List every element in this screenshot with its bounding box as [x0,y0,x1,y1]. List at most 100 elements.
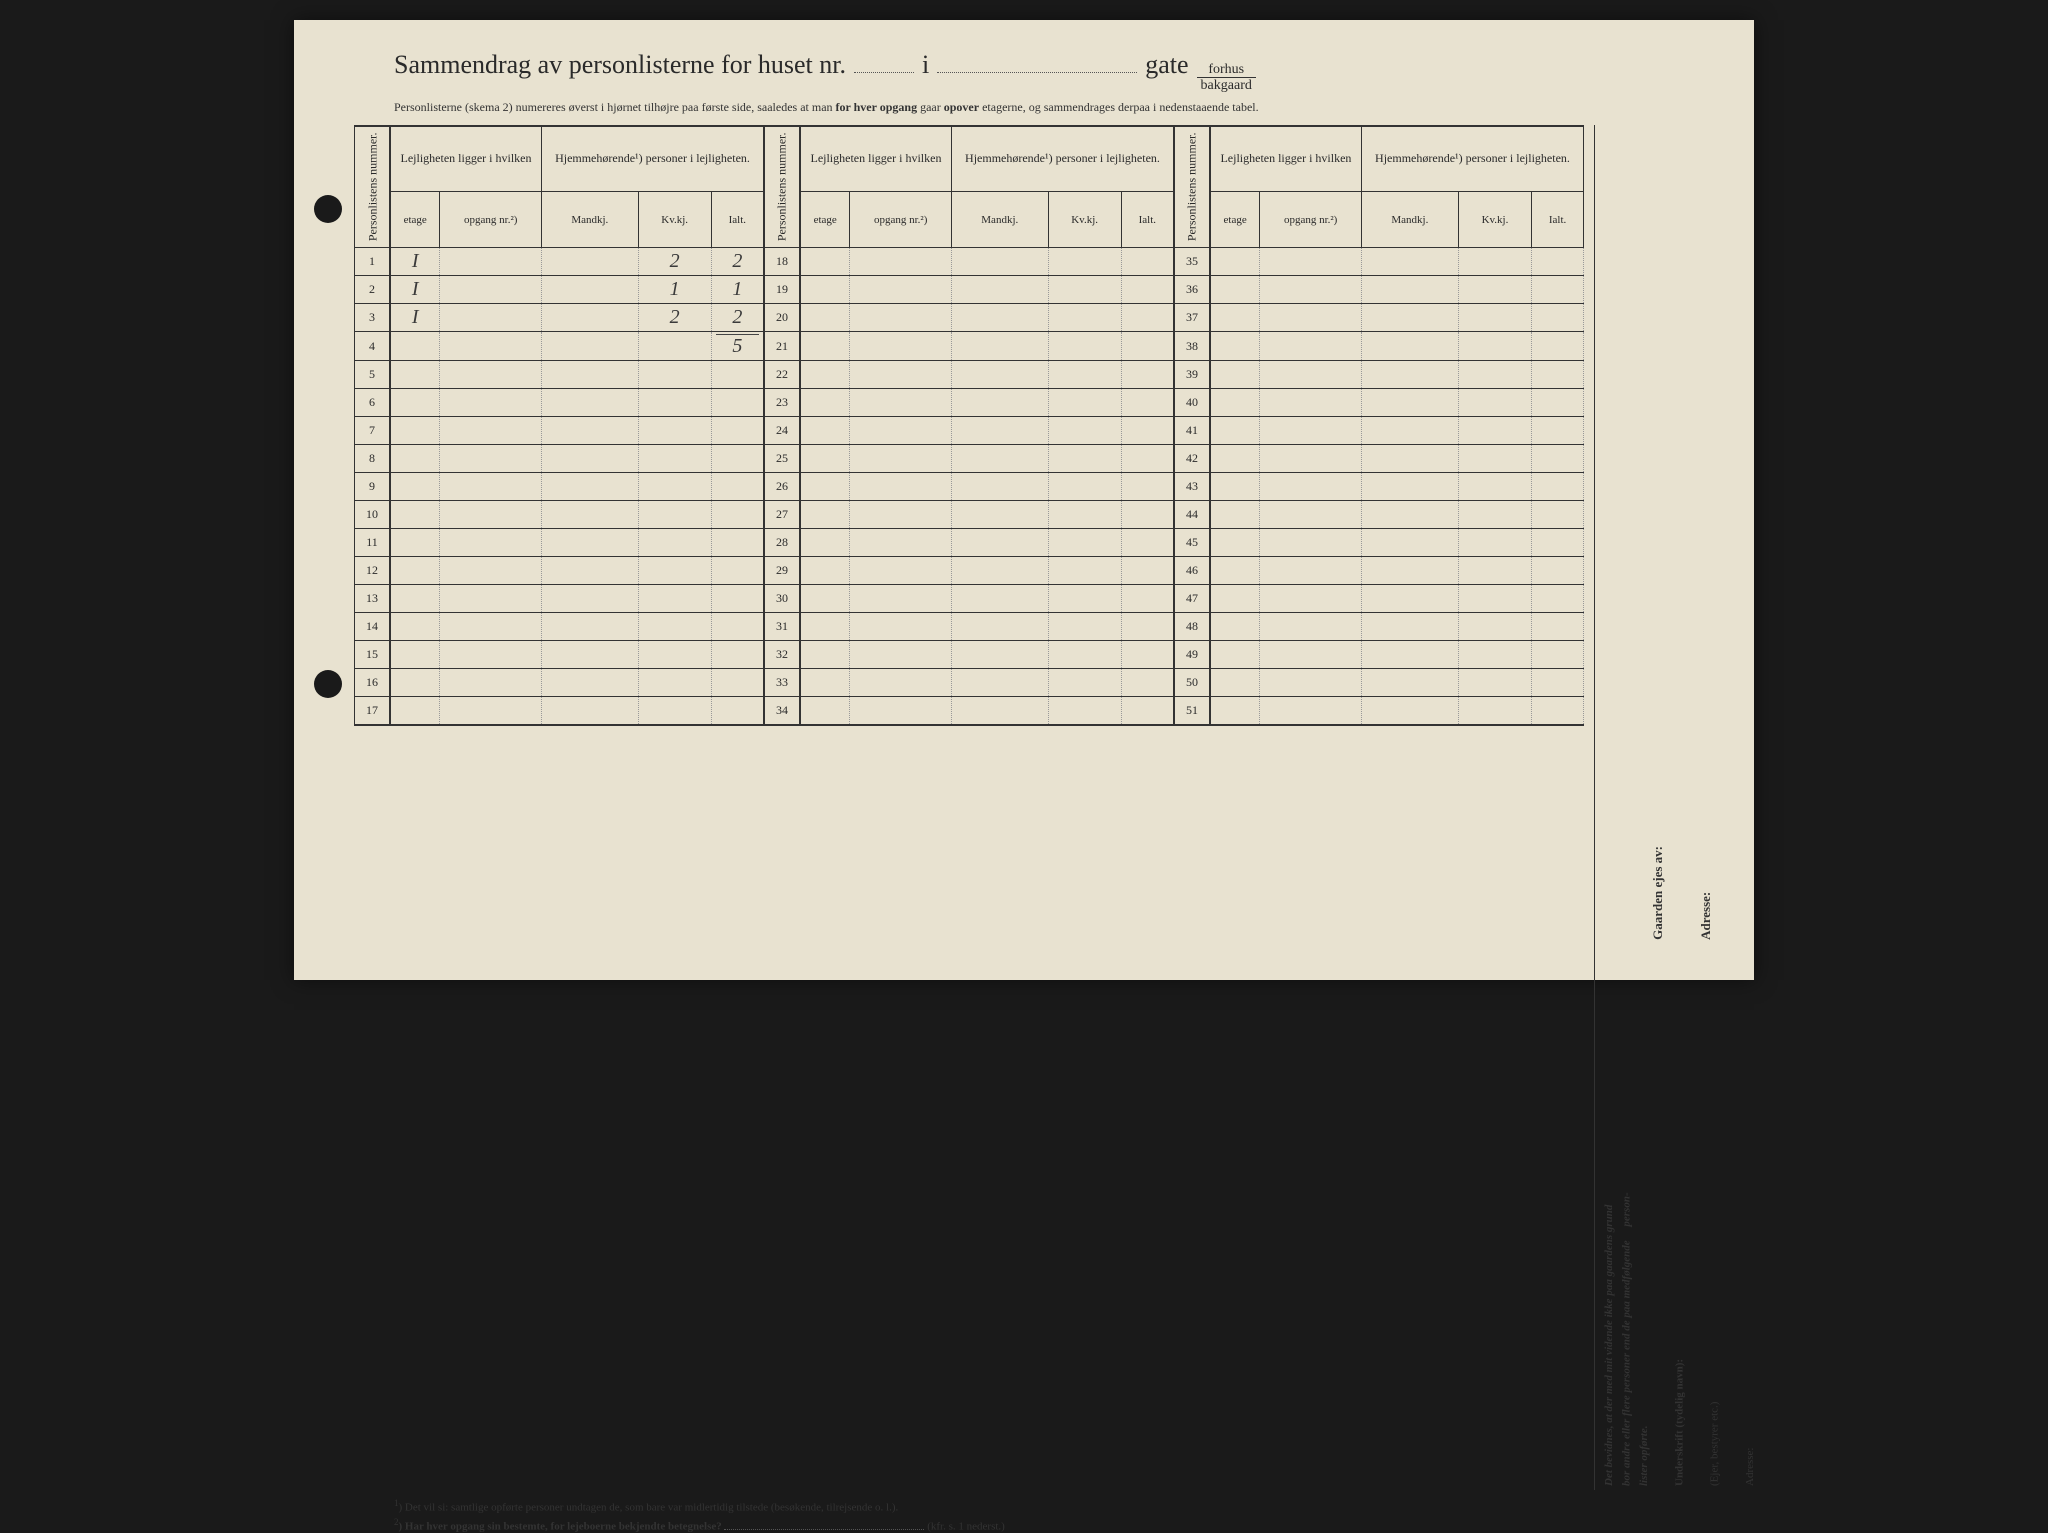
row-number: 39 [1174,361,1210,389]
data-cell [1458,697,1531,726]
table-row: 143148 [355,613,1584,641]
col-mandkj: Mandkj. [951,192,1048,248]
data-cell [1361,361,1458,389]
data-cell [1532,332,1584,361]
row-number: 21 [764,332,800,361]
col-group-residents: Hjemmehørende¹) personer i lejligheten. [1361,126,1583,192]
table-row: 72441 [355,417,1584,445]
data-cell [1458,248,1531,276]
data-cell [1048,332,1121,361]
data-cell [850,473,952,501]
col-group-apartment: Lejligheten ligger i hvilken [390,126,542,192]
row-number: 43 [1174,473,1210,501]
data-cell: 1 [711,276,764,304]
col-personlist-num: Personlistens nummer. [355,126,391,248]
data-cell [1260,248,1362,276]
data-cell [1361,669,1458,697]
data-cell [638,613,711,641]
data-cell [1121,557,1174,585]
data-cell [1458,529,1531,557]
col-opgang: opgang nr.²) [440,192,542,248]
data-cell [850,697,952,726]
data-cell [1210,501,1260,529]
data-cell [1532,585,1584,613]
data-cell [1361,445,1458,473]
table-container: Personlistens nummer. Lejligheten ligger… [354,125,1584,1490]
data-cell [638,389,711,417]
data-cell [638,557,711,585]
data-cell [1532,529,1584,557]
data-cell [1210,557,1260,585]
data-cell [1121,389,1174,417]
data-cell [800,276,850,304]
data-cell [800,389,850,417]
row-number: 45 [1174,529,1210,557]
col-kvkj: Kv.kj. [638,192,711,248]
data-cell [440,276,542,304]
data-cell [850,585,952,613]
data-cell [440,361,542,389]
data-cell [1210,529,1260,557]
data-cell [1361,304,1458,332]
data-cell [440,613,542,641]
data-cell [1260,389,1362,417]
row-number: 16 [355,669,391,697]
data-cell [440,557,542,585]
row-number: 14 [355,613,391,641]
col-group-apartment: Lejligheten ligger i hvilken [1210,126,1362,192]
data-cell: 2 [638,248,711,276]
row-number: 12 [355,557,391,585]
data-cell [850,529,952,557]
data-cell [1532,501,1584,529]
data-cell [1048,697,1121,726]
row-number: 37 [1174,304,1210,332]
data-cell [1121,304,1174,332]
data-cell [1121,361,1174,389]
data-cell [711,669,764,697]
data-cell [542,276,639,304]
data-cell [951,613,1048,641]
row-number: 28 [764,529,800,557]
data-cell [1260,276,1362,304]
table-row: 92643 [355,473,1584,501]
title-text: Sammendrag av personlisterne for huset n… [394,50,846,80]
data-cell [800,417,850,445]
col-ialt: Ialt. [1121,192,1174,248]
data-cell [542,557,639,585]
row-number: 35 [1174,248,1210,276]
data-cell [1121,417,1174,445]
row-number: 47 [1174,585,1210,613]
data-cell [951,389,1048,417]
row-number: 31 [764,613,800,641]
data-cell [1458,389,1531,417]
data-cell [711,557,764,585]
data-cell: I [390,248,440,276]
data-cell [390,473,440,501]
data-cell [800,445,850,473]
data-cell [638,417,711,445]
data-cell [1532,613,1584,641]
col-etage: etage [1210,192,1260,248]
row-number: 25 [764,445,800,473]
data-cell [390,417,440,445]
data-cell [440,248,542,276]
data-cell [711,613,764,641]
attestation-text: Det bevidnes, at der med mit vidende ikk… [1601,129,1759,1486]
row-number: 11 [355,529,391,557]
data-cell [542,445,639,473]
data-cell [1121,669,1174,697]
data-cell [440,417,542,445]
col-group-residents: Hjemmehørende¹) personer i lejligheten. [542,126,764,192]
data-cell [542,332,639,361]
data-cell [1121,641,1174,669]
data-cell [800,332,850,361]
row-number: 13 [355,585,391,613]
data-cell [1532,473,1584,501]
data-cell [638,529,711,557]
col-group-residents: Hjemmehørende¹) personer i lejligheten. [951,126,1173,192]
data-cell [1260,585,1362,613]
table-row: 3I222037 [355,304,1584,332]
data-cell [1048,585,1121,613]
data-cell [951,276,1048,304]
data-cell [800,641,850,669]
